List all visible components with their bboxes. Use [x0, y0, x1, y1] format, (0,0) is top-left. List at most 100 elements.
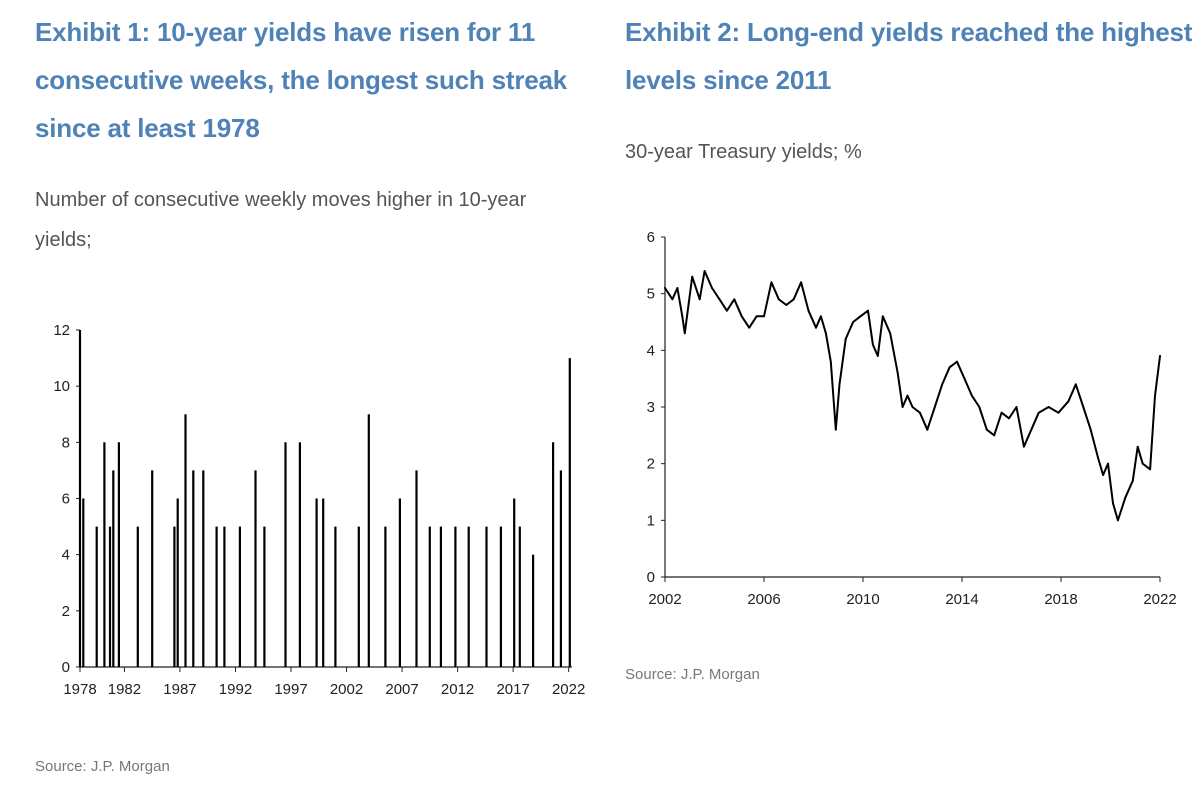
exhibit-2-data-point — [1112, 502, 1114, 505]
exhibit-1-bar — [202, 470, 205, 667]
exhibit-2-data-point — [1117, 519, 1119, 522]
exhibit-1-bar — [117, 442, 120, 667]
exhibit-1-bar — [552, 442, 555, 667]
exhibit-1-y-tick-label: 8 — [62, 434, 70, 451]
exhibit-2-data-point — [1141, 462, 1144, 465]
exhibit-2-data-point — [963, 377, 966, 380]
exhibit-1-bar — [315, 498, 318, 667]
exhibit-2-data-point — [867, 309, 869, 312]
exhibit-2-y-tick-label: 5 — [647, 286, 655, 303]
exhibit-2-data-point — [815, 326, 817, 329]
exhibit-2-data-point — [876, 355, 879, 357]
exhibit-1-bar — [254, 470, 257, 667]
exhibit-2-data-point — [664, 287, 666, 289]
exhibit-1-bar — [532, 554, 535, 667]
exhibit-1-bar — [112, 470, 115, 667]
exhibit-1-title: Exhibit 1: 10-year yields have risen for… — [35, 17, 568, 143]
exhibit-2-data-point — [859, 315, 862, 318]
exhibit-1-bar — [173, 526, 176, 667]
exhibit-2-data-point — [881, 315, 884, 318]
exhibit-1-bar — [184, 414, 187, 668]
exhibit-1-x-tick-label: 1992 — [219, 681, 252, 698]
exhibit-2-data-point — [681, 315, 684, 318]
exhibit-2-data-point — [852, 321, 854, 323]
exhibit-1-bar — [485, 526, 488, 667]
exhibit-2-data-point — [896, 372, 899, 374]
exhibit-1-bar — [238, 526, 241, 667]
exhibit-2-data-point — [777, 298, 780, 301]
exhibit-2-data-point — [971, 394, 973, 397]
exhibit-1-bar — [398, 498, 401, 667]
exhibit-2-x-tick-label: 2002 — [648, 591, 681, 608]
exhibit-1-bar — [95, 526, 98, 667]
exhibit-1-bar — [103, 442, 106, 667]
exhibit-1-bar — [334, 526, 337, 667]
exhibit-2-data-point — [948, 366, 951, 369]
exhibit-2-data-point — [1131, 479, 1134, 482]
exhibit-2-data-point — [711, 287, 713, 289]
exhibit-2-panel: Exhibit 2: Long-end yields reached the h… — [605, 0, 1200, 800]
exhibit-2-subtitle: 30-year Treasury yields; % — [625, 141, 862, 163]
exhibit-2-y-tick-label: 1 — [647, 512, 655, 529]
exhibit-2-data-point — [748, 326, 751, 329]
exhibit-2-data-point — [1030, 428, 1033, 431]
exhibit-2-data-point — [889, 332, 892, 335]
exhibit-1-bar — [215, 526, 218, 667]
exhibit-1-bar — [78, 330, 82, 667]
exhibit-2-x-tick-label: 2022 — [1143, 591, 1176, 608]
exhibit-2-data-point — [838, 383, 841, 386]
exhibit-2-data-point — [1037, 411, 1040, 414]
exhibit-2-data-point — [1136, 445, 1139, 448]
exhibit-2-data-point — [820, 315, 822, 318]
exhibit-2-data-point — [985, 428, 988, 431]
exhibit-2-data-point — [1124, 496, 1127, 499]
exhibit-2-data-point — [1057, 411, 1060, 414]
exhibit-2-y-tick-label: 3 — [647, 399, 655, 416]
exhibit-2-data-point — [1097, 457, 1099, 459]
exhibit-2-data-point — [1102, 474, 1104, 476]
exhibit-1-x-tick-label: 1982 — [108, 681, 141, 698]
exhibit-2-data-point — [911, 406, 914, 408]
exhibit-1-bar — [513, 498, 516, 667]
exhibit-2-data-point — [770, 281, 773, 284]
exhibit-2-data-point — [726, 309, 728, 312]
exhibit-2-data-point — [993, 434, 996, 437]
exhibit-2-source: Source: J.P. Morgan — [625, 666, 760, 683]
exhibit-2-data-point — [698, 298, 701, 301]
exhibit-2-data-point — [933, 406, 936, 408]
exhibit-2-data-point — [691, 275, 694, 278]
exhibit-1-bar — [322, 498, 325, 667]
exhibit-1-x-tick-label: 2007 — [385, 681, 418, 698]
exhibit-1-panel: Exhibit 1: 10-year yields have risen for… — [35, 17, 585, 775]
exhibit-1-bar — [298, 442, 301, 667]
exhibit-2-data-point — [825, 332, 827, 335]
exhibit-1-bar — [415, 470, 418, 667]
exhibit-1-bar — [467, 526, 470, 667]
exhibit-1-x-tick-label: 2022 — [552, 681, 585, 698]
exhibit-2-data-point — [718, 298, 721, 301]
exhibit-2-data-point — [919, 411, 921, 414]
exhibit-2-data-point — [703, 270, 706, 272]
exhibit-2-data-point — [978, 406, 981, 408]
exhibit-1-bar — [151, 470, 154, 667]
exhibit-1-bar — [176, 498, 179, 667]
exhibit-2-data-point — [807, 309, 810, 312]
exhibit-1-x-tick-label: 2012 — [441, 681, 474, 698]
exhibit-1-bar — [82, 498, 85, 667]
exhibit-1-bar — [367, 414, 370, 668]
exhibit-2-data-point — [792, 298, 795, 301]
exhibit-1-y-tick-label: 12 — [53, 322, 70, 339]
exhibit-2-x-tick-label: 2014 — [945, 591, 978, 608]
exhibit-1-bar — [454, 526, 457, 667]
exhibit-1-y-tick-label: 2 — [62, 603, 70, 620]
exhibit-2-data-point — [1089, 428, 1092, 431]
exhibit-2-data-point — [740, 315, 743, 318]
exhibit-1-x-tick-label: 1997 — [274, 681, 307, 698]
exhibit-2-x-tick-label: 2018 — [1044, 591, 1077, 608]
exhibit-1-bar — [384, 526, 387, 667]
exhibit-2-data-point — [800, 281, 802, 284]
exhibit-2-data-point — [834, 428, 837, 431]
exhibit-2-y-tick-label: 0 — [647, 569, 655, 586]
exhibit-2-data-point — [1074, 383, 1077, 386]
exhibit-1-y-tick-label: 4 — [62, 547, 70, 564]
